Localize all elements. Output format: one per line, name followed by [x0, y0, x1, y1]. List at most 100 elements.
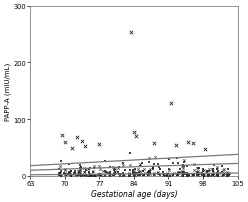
Point — [225, 174, 229, 177]
Point — [225, 173, 229, 176]
Point — [212, 164, 216, 167]
Point — [168, 173, 172, 177]
Point — [141, 170, 145, 173]
Point — [57, 173, 61, 176]
Point — [190, 174, 194, 177]
Point — [158, 168, 162, 171]
Point — [73, 173, 77, 176]
Point — [92, 173, 95, 176]
Point — [128, 173, 132, 176]
Point — [131, 173, 135, 176]
Point — [142, 174, 146, 177]
Point — [161, 174, 165, 177]
Point — [107, 174, 111, 177]
Point — [78, 163, 82, 167]
Point — [135, 172, 139, 175]
Point — [63, 171, 67, 174]
Point — [158, 174, 162, 177]
Point — [89, 173, 93, 176]
X-axis label: Gestational age (days): Gestational age (days) — [91, 189, 177, 198]
Point — [186, 172, 190, 175]
Point — [207, 170, 211, 173]
Point — [111, 173, 115, 177]
Point — [87, 171, 91, 175]
Point — [77, 170, 81, 173]
Point — [121, 164, 125, 167]
Point — [156, 173, 160, 176]
Point — [167, 167, 171, 171]
Point — [185, 171, 189, 175]
Point — [146, 172, 150, 175]
Point — [186, 141, 190, 144]
Point — [79, 166, 83, 169]
Point — [167, 168, 171, 171]
Point — [69, 169, 73, 173]
Point — [221, 168, 225, 171]
Point — [88, 174, 92, 177]
Point — [67, 162, 71, 165]
Point — [99, 174, 103, 177]
Point — [175, 174, 179, 177]
Point — [156, 172, 160, 175]
Point — [187, 173, 191, 176]
Point — [67, 170, 71, 174]
Point — [180, 170, 184, 173]
Point — [123, 168, 127, 172]
Point — [68, 171, 72, 175]
Point — [68, 172, 72, 176]
Point — [211, 170, 215, 174]
Point — [202, 168, 206, 172]
Point — [142, 174, 146, 177]
Point — [103, 174, 107, 177]
Point — [108, 173, 112, 177]
Point — [181, 171, 185, 174]
Point — [211, 168, 215, 171]
Point — [221, 168, 225, 172]
Point — [186, 172, 190, 175]
Point — [121, 162, 125, 165]
Point — [58, 172, 62, 175]
Point — [98, 173, 102, 176]
Point — [64, 173, 68, 176]
Point — [62, 167, 66, 170]
Point — [133, 173, 137, 176]
Point — [165, 173, 169, 176]
Point — [142, 168, 146, 171]
Point — [108, 165, 112, 169]
Point — [131, 174, 135, 177]
Point — [197, 167, 201, 170]
Point — [82, 173, 86, 177]
Point — [113, 167, 117, 170]
Point — [134, 135, 138, 138]
Y-axis label: PAPP-A (mIU/mL): PAPP-A (mIU/mL) — [4, 62, 11, 120]
Point — [162, 173, 166, 176]
Point — [93, 174, 96, 177]
Point — [102, 173, 106, 176]
Point — [70, 146, 74, 149]
Point — [165, 172, 169, 175]
Point — [176, 172, 180, 175]
Point — [67, 172, 71, 176]
Point — [163, 174, 167, 177]
Point — [127, 172, 131, 175]
Point — [162, 173, 166, 176]
Point — [176, 170, 180, 174]
Point — [121, 174, 125, 178]
Point — [178, 168, 182, 171]
Point — [103, 170, 107, 173]
Point — [128, 174, 132, 177]
Point — [128, 163, 132, 167]
Point — [89, 174, 93, 178]
Point — [138, 169, 142, 172]
Point — [88, 174, 92, 177]
Point — [209, 174, 213, 177]
Point — [201, 170, 205, 173]
Point — [138, 162, 142, 166]
Point — [79, 174, 83, 177]
Point — [112, 167, 116, 170]
Point — [116, 166, 120, 169]
Point — [97, 142, 101, 145]
Point — [118, 174, 122, 177]
Point — [131, 170, 135, 173]
Point — [88, 174, 92, 177]
